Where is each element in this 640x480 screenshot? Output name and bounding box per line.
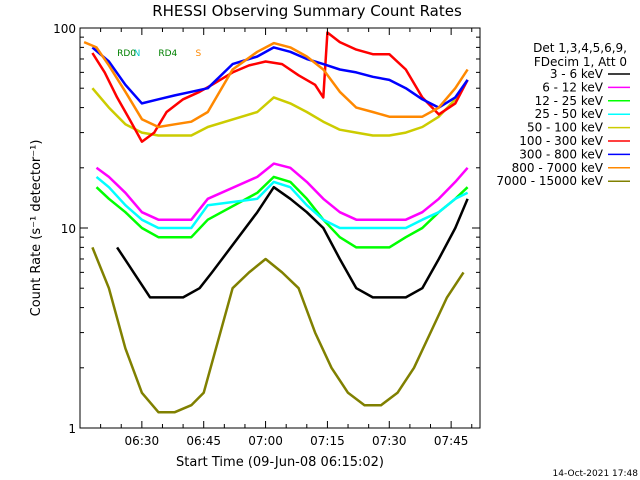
legend-label-2: 6 - 12 keV xyxy=(542,80,604,94)
legend-label-6: 100 - 300 keV xyxy=(519,134,603,148)
y-tick-label-2: 10 xyxy=(61,222,76,236)
series-line-3 xyxy=(95,175,469,249)
legend-label-3: 12 - 25 keV xyxy=(535,94,604,108)
legend-header-line-1: Det 1,3,4,5,6,9, xyxy=(533,41,627,55)
legend-label-1: 3 - 6 keV xyxy=(550,67,604,81)
x-tick-label-2: 06:45 xyxy=(186,434,221,448)
annotation-2: RD0 xyxy=(117,49,136,59)
series-layer xyxy=(83,31,469,414)
legend-label-7: 300 - 800 keV xyxy=(519,147,603,161)
series-line-1 xyxy=(116,185,469,299)
x-tick-label-5: 07:30 xyxy=(372,434,407,448)
legend-label-8: 800 - 7000 keV xyxy=(512,161,604,175)
chart-title: RHESSI Observing Summary Count Rates xyxy=(152,2,462,20)
annotation-1: N xyxy=(134,49,141,59)
series-line-4 xyxy=(95,175,469,230)
y-axis-label: Count Rate (s⁻¹ detector⁻¹) xyxy=(29,140,44,317)
annotation-4: S xyxy=(195,49,201,59)
legend-label-5: 50 - 100 keV xyxy=(527,121,604,135)
series-line-2 xyxy=(95,162,469,221)
legend-header-line-2: FDecim 1, Att 0 xyxy=(534,55,627,69)
series-line-8 xyxy=(83,40,469,129)
x-tick-label-3: 07:00 xyxy=(248,434,283,448)
y-tick-label-1: 1 xyxy=(68,422,76,436)
axis-layer: 06:30 06:45 07:00 07:15 07:30 07:45 1 10 100 xyxy=(53,22,480,448)
legend-label-9: 7000 - 15000 keV xyxy=(496,174,603,188)
x-tick-label-1: 06:30 xyxy=(125,434,160,448)
series-line-9 xyxy=(91,246,465,414)
annotation-3: RD4 xyxy=(158,49,177,59)
legend-label-4: 25 - 50 keV xyxy=(535,107,604,121)
x-tick-label-4: 07:15 xyxy=(310,434,345,448)
timestamp: 14-Oct-2021 17:48 xyxy=(553,469,639,479)
series-line-7 xyxy=(91,46,469,109)
x-tick-label-6: 07:45 xyxy=(434,434,469,448)
y-tick-label-3: 100 xyxy=(53,22,76,36)
x-axis-label: Start Time (09-Jun-08 06:15:02) xyxy=(176,455,384,470)
series-line-6 xyxy=(91,31,469,143)
